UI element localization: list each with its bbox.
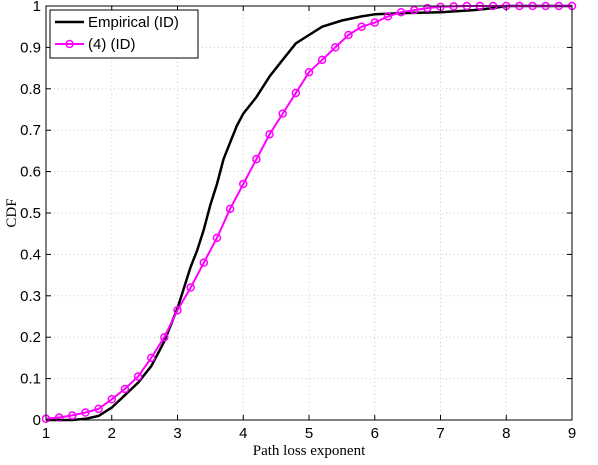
- data-point-marker: [317, 55, 327, 65]
- data-point-marker: [173, 306, 182, 315]
- data-point-marker: [133, 372, 143, 381]
- data-point-marker: [160, 332, 169, 342]
- y-axis-label: CDF: [4, 198, 20, 227]
- x-tick-label: 5: [305, 425, 313, 442]
- data-point-marker: [383, 12, 393, 21]
- data-point-marker: [186, 283, 195, 292]
- data-point-marker: [146, 353, 156, 363]
- x-tick-label: 1: [42, 425, 50, 442]
- y-tick-label: 0: [33, 412, 41, 429]
- data-point-marker: [291, 88, 301, 98]
- y-tick-label: 1: [33, 0, 41, 15]
- data-point-marker: [265, 130, 274, 139]
- series-line-empirical: [46, 4, 572, 422]
- data-point-marker: [344, 30, 353, 40]
- x-tick-label: 9: [568, 425, 576, 442]
- y-tick-label: 0.6: [20, 164, 41, 181]
- data-point-marker: [107, 395, 116, 404]
- legend-label-empirical: Empirical (ID): [88, 14, 179, 31]
- x-tick-label: 2: [108, 425, 116, 442]
- data-point-marker: [357, 22, 366, 31]
- data-point-marker: [68, 411, 77, 420]
- data-point-marker: [239, 179, 248, 189]
- y-tick-label: 0.8: [20, 81, 41, 98]
- x-tick-label: 4: [239, 425, 247, 442]
- y-tick-label: 0.7: [20, 122, 41, 139]
- data-point-marker: [278, 109, 287, 118]
- x-tick-label: 8: [502, 425, 510, 442]
- legend-marker-model: [65, 39, 74, 49]
- x-tick-label: 6: [371, 425, 379, 442]
- data-point-marker: [252, 154, 261, 164]
- y-tick-label: 0.4: [20, 246, 41, 263]
- data-point-marker: [304, 67, 314, 77]
- legend-label-model: (4) (ID): [88, 36, 136, 53]
- axis-ticks: [45, 5, 573, 421]
- data-point-marker: [94, 404, 103, 414]
- data-point-marker: [423, 3, 432, 13]
- y-tick-label: 0.5: [20, 205, 41, 222]
- data-point-marker: [331, 43, 340, 52]
- data-point-marker: [212, 233, 222, 243]
- data-point-marker: [370, 18, 379, 27]
- y-tick-label: 0.2: [20, 329, 41, 346]
- data-point-marker: [225, 204, 235, 214]
- x-tick-label: 7: [436, 425, 444, 442]
- legend-box: [49, 9, 199, 59]
- x-axis-label: Path loss exponent: [253, 443, 366, 459]
- x-tick-label: 3: [173, 425, 181, 442]
- data-point-marker: [54, 413, 64, 422]
- y-tick-label: 0.9: [20, 39, 41, 56]
- data-point-marker: [81, 408, 90, 417]
- data-point-marker: [409, 5, 419, 15]
- data-point-marker: [199, 258, 209, 267]
- y-tick-label: 0.3: [20, 288, 41, 305]
- legend: Empirical (ID) (4) (ID): [49, 9, 199, 59]
- tick-labels: 1 2 3 4 5 6 7 8 9 0 0.1 0.2 0.3 0.4 0.5 0.6 0.7 0.8 0.9 1: [20, 0, 576, 442]
- data-point-marker: [120, 384, 130, 394]
- data-point-marker: [396, 7, 406, 17]
- y-tick-label: 0.1: [20, 371, 41, 388]
